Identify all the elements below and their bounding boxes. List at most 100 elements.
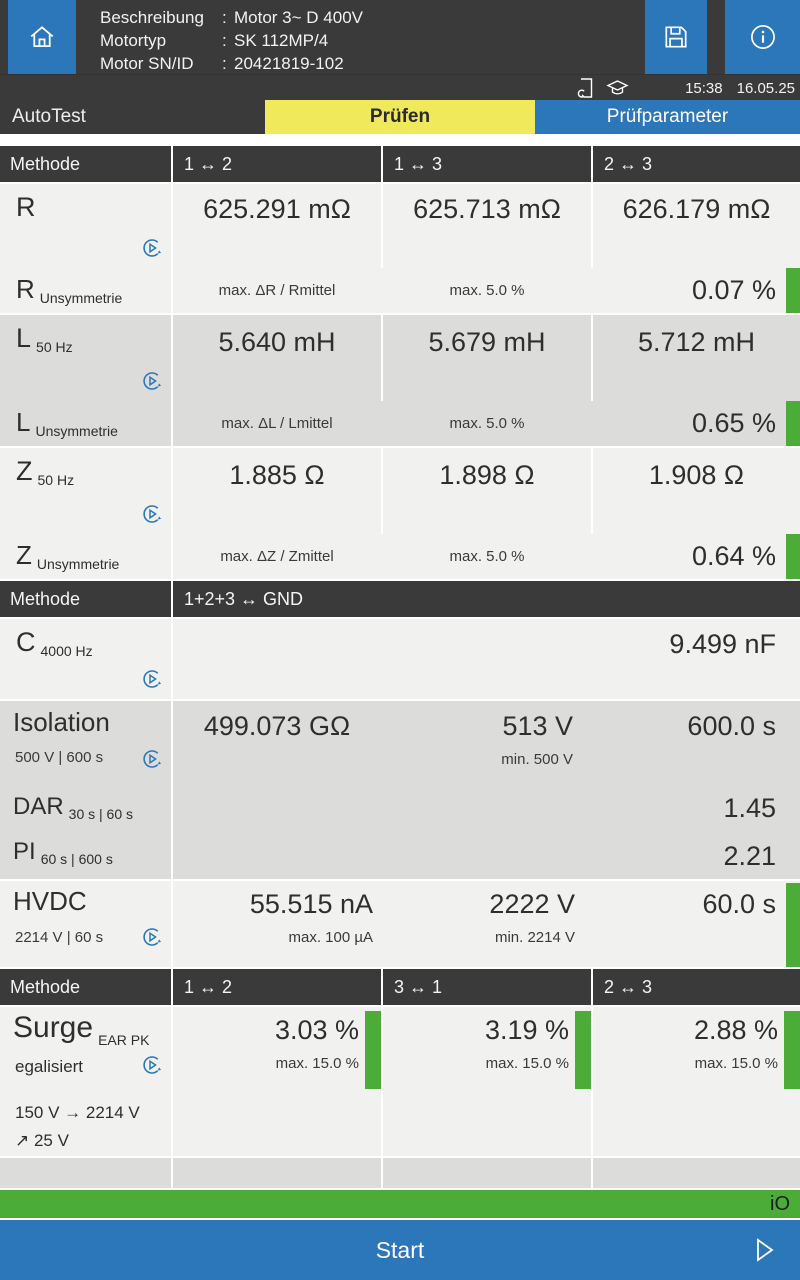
divider — [381, 315, 383, 401]
row-label-dar: DAR 30 s | 60 s — [13, 793, 134, 822]
row-label-r: R — [16, 192, 36, 222]
col-header-1-3: 1 ↔ 3 — [383, 146, 591, 182]
hvdc-params: 2214 V | 60 s — [15, 929, 104, 946]
section-impedance: Z 50 Hz 1.885 Ω 1.898 Ω 1.908 Ω Z Unsymmet… — [0, 448, 800, 579]
divider — [591, 1007, 593, 1156]
divider — [381, 1158, 383, 1188]
start-label: Start — [375, 1236, 425, 1263]
unsym-formula: max. ΔZ / Zmittel — [220, 548, 334, 565]
unsym-formula: max. ΔR / Rmittel — [218, 282, 336, 299]
divider — [381, 448, 383, 534]
unsym-result: 0.64 % — [691, 541, 776, 571]
home-button[interactable] — [8, 0, 76, 74]
z-value-1-2: 1.885 Ω — [229, 460, 325, 490]
r-value-2-3: 626.179 mΩ — [622, 194, 771, 224]
divider — [171, 448, 173, 579]
methode-label: Methode — [0, 581, 171, 617]
isolation-voltage: 513 V — [502, 711, 573, 741]
divider — [171, 1158, 173, 1188]
info-value: Motor 3~ D 400V — [234, 8, 363, 27]
surge-limit: max. 15.0 % — [485, 1055, 569, 1072]
surge-mode: egalisiert — [15, 1057, 84, 1076]
surge-value-1-2: 3.03 % — [274, 1015, 359, 1045]
row-label-surge: Surge EAR PK — [13, 1011, 150, 1048]
col-header-2-3: 2 ↔ 3 — [593, 146, 800, 182]
isolation-voltage-min: min. 500 V — [501, 751, 573, 768]
row-label-c: C 4000 Hz — [16, 627, 93, 659]
section-resistance: R 625.291 mΩ 625.713 mΩ 626.179 mΩ R Unsy… — [0, 184, 800, 313]
section-hvdc: HVDC 2214 V | 60 s 55.515 nA max. 100 µA… — [0, 881, 800, 967]
tab-label: Prüfen — [369, 106, 431, 127]
row-label-r-unsym: R Unsymmetrie — [16, 274, 123, 306]
top-bar: Beschreibung: Motor 3~ D 400V Motortyp: SK… — [0, 0, 800, 100]
pass-bar — [784, 1011, 800, 1089]
row-label-hvdc: HVDC — [13, 886, 87, 916]
isolation-resistance: 499.073 GΩ — [203, 711, 351, 741]
info-icon — [749, 23, 777, 51]
tab-autotest[interactable]: AutoTest — [0, 100, 265, 134]
pass-bar — [786, 268, 800, 313]
info-value: SK 112MP/4 — [234, 31, 329, 50]
row-label-pi: PI 60 s | 600 s — [13, 838, 113, 867]
info-label: Motortyp — [100, 31, 167, 50]
unsym-result: 0.07 % — [691, 275, 776, 305]
colon: : — [222, 8, 227, 27]
overall-result-bar: iO — [0, 1190, 800, 1218]
info-button[interactable] — [725, 0, 800, 74]
row-label-z-unsym: Z Unsymmetrie — [16, 540, 120, 572]
hvdc-time: 60.0 s — [702, 889, 776, 919]
l-value-2-3: 5.712 mH — [637, 327, 756, 357]
start-play-icon — [756, 1238, 774, 1262]
row-label-l-unsym: L Unsymmetrie — [16, 407, 118, 439]
dar-value: 1.45 — [723, 793, 776, 823]
isolation-params: 500 V | 600 s — [15, 749, 104, 766]
c-value: 9.499 nF — [669, 629, 776, 659]
z-value-1-3: 1.898 Ω — [439, 460, 535, 490]
tab-label: Prüfparameter — [606, 106, 729, 127]
pass-bar — [786, 401, 800, 446]
pi-value: 2.21 — [723, 841, 776, 871]
tab-label: AutoTest — [12, 106, 86, 127]
row-label-l: L 50 Hz — [16, 323, 73, 355]
hvdc-voltage-min: min. 2214 V — [494, 929, 575, 946]
row-label-isolation: Isolation — [13, 707, 110, 737]
methode-label: Methode — [0, 969, 171, 1005]
unsym-limit: max. 5.0 % — [449, 282, 525, 299]
colon: : — [222, 54, 227, 73]
divider — [591, 1158, 593, 1188]
repeat-measure-icon[interactable] — [140, 236, 164, 260]
repeat-measure-icon[interactable] — [140, 925, 164, 949]
unsym-formula: max. ΔL / Lmittel — [221, 415, 333, 432]
repeat-measure-icon[interactable] — [140, 1053, 164, 1077]
divider — [171, 315, 173, 446]
repeat-measure-icon[interactable] — [140, 667, 164, 691]
colon: : — [222, 31, 227, 50]
unsym-result: 0.65 % — [691, 408, 776, 438]
surge-step: ↗ 25 V — [15, 1131, 69, 1150]
divider — [171, 701, 173, 879]
hvdc-voltage: 2222 V — [489, 889, 575, 919]
save-button[interactable] — [645, 0, 707, 74]
r-value-1-2: 625.291 mΩ — [203, 194, 351, 224]
pass-bar — [575, 1011, 591, 1089]
repeat-measure-icon[interactable] — [140, 747, 164, 771]
pass-bar — [365, 1011, 381, 1089]
section-surge: Surge EAR PK egalisiert 150 V → 2214 V ↗ … — [0, 1007, 800, 1156]
info-label: Motor SN/ID — [100, 54, 194, 73]
start-button[interactable]: Start — [0, 1220, 800, 1280]
tab-pruefparameter[interactable]: Prüfparameter — [535, 100, 800, 134]
repeat-measure-icon[interactable] — [140, 369, 164, 393]
isolation-time: 600.0 s — [687, 711, 776, 741]
pass-bar — [786, 883, 800, 967]
training-cap-icon — [606, 78, 629, 98]
unsym-limit: max. 5.0 % — [449, 415, 525, 432]
save-icon — [662, 23, 690, 51]
topbar-divider — [0, 74, 800, 75]
divider — [591, 448, 593, 534]
clock-date: 16.05.25 — [736, 79, 795, 97]
repeat-measure-icon[interactable] — [140, 502, 164, 526]
status-row: 15:38 16.05.25 — [0, 76, 795, 100]
col-header-gnd: 1+2+3 ↔ GND — [173, 581, 800, 617]
tab-pruefen[interactable]: Prüfen — [265, 100, 535, 134]
divider — [171, 881, 173, 967]
